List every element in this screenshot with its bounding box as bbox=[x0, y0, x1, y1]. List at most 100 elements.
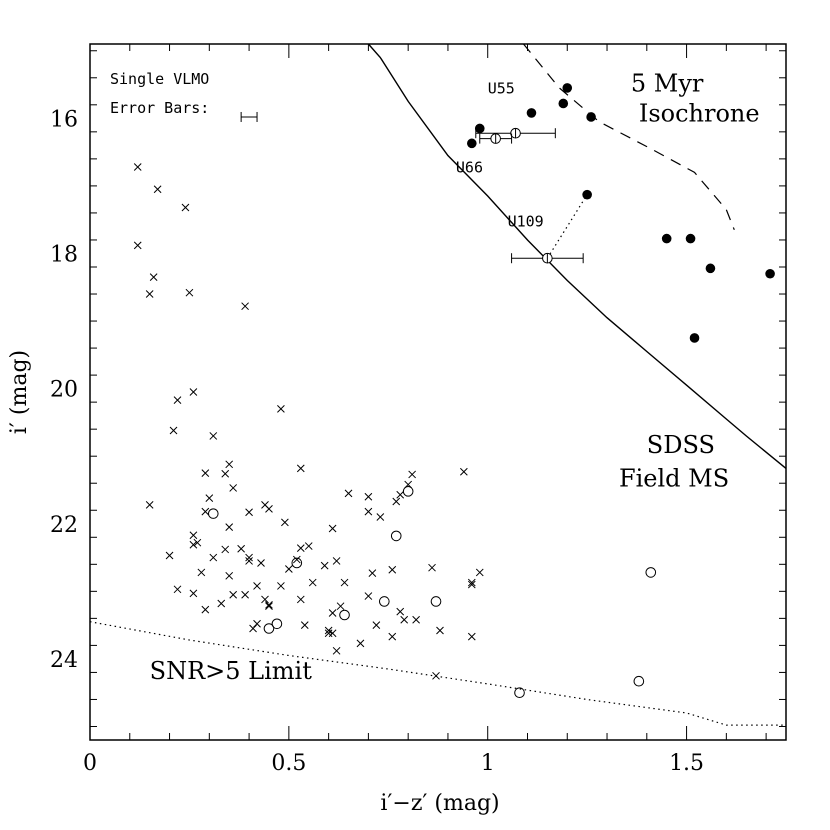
y-axis-label: i′ (mag) bbox=[7, 350, 32, 434]
cross-point bbox=[308, 578, 317, 587]
cross-point bbox=[221, 545, 230, 554]
cross-point bbox=[181, 203, 190, 212]
cross-stroke bbox=[372, 621, 381, 629]
cross-point bbox=[253, 619, 261, 628]
cross-point bbox=[225, 460, 234, 469]
annotation-sdss: SDSS bbox=[647, 431, 715, 459]
x-tick-label: 0 bbox=[83, 751, 97, 776]
cross-point bbox=[364, 592, 373, 600]
cross-point bbox=[241, 302, 249, 311]
cross-point bbox=[412, 615, 420, 624]
filled-circle-point bbox=[765, 268, 775, 279]
cross-point bbox=[292, 555, 301, 564]
cross-point bbox=[201, 605, 210, 614]
cross-stroke bbox=[221, 545, 230, 554]
cross-point bbox=[328, 524, 337, 533]
filled-circle-point bbox=[526, 108, 537, 118]
x-tick-label: 1.5 bbox=[669, 751, 704, 776]
y-tick-label: 24 bbox=[50, 648, 78, 673]
cross-stroke bbox=[173, 585, 182, 594]
cross-stroke bbox=[459, 467, 468, 476]
cross-point bbox=[209, 432, 218, 440]
cross-stroke bbox=[364, 507, 373, 516]
cross-point bbox=[173, 396, 182, 404]
cross-stroke bbox=[197, 568, 206, 577]
cross-stroke bbox=[253, 619, 261, 628]
cross-stroke bbox=[328, 629, 337, 638]
cross-point bbox=[205, 494, 214, 502]
cross-point bbox=[249, 624, 257, 633]
filled-circle-point bbox=[558, 98, 569, 109]
cross-stroke bbox=[308, 578, 317, 587]
cross-point bbox=[392, 497, 401, 506]
cross-point bbox=[169, 426, 178, 435]
cross-stroke bbox=[225, 523, 234, 531]
cross-stroke bbox=[165, 551, 174, 560]
filled-circle-point bbox=[562, 83, 573, 93]
cross-stroke bbox=[229, 484, 238, 492]
cross-point bbox=[432, 671, 440, 680]
cross-stroke bbox=[189, 388, 198, 396]
open-circle-point bbox=[430, 596, 442, 607]
cross-stroke bbox=[281, 518, 289, 527]
cross-stroke bbox=[193, 538, 202, 547]
cross-point bbox=[467, 578, 476, 587]
open-circle-point bbox=[645, 567, 657, 578]
cross-stroke bbox=[249, 624, 257, 633]
cross-point bbox=[388, 565, 397, 574]
cross-point bbox=[173, 585, 182, 594]
cross-stroke bbox=[467, 632, 476, 641]
cross-point bbox=[344, 489, 353, 498]
cross-stroke bbox=[245, 557, 253, 565]
cross-stroke bbox=[277, 582, 285, 590]
cross-point bbox=[145, 500, 154, 509]
cross-point bbox=[133, 241, 142, 250]
cross-stroke bbox=[133, 241, 142, 250]
cross-stroke bbox=[245, 553, 253, 562]
annotation-u55: U55 bbox=[488, 79, 515, 97]
cross-stroke bbox=[185, 288, 194, 297]
open-circle-point bbox=[207, 508, 219, 519]
cross-stroke bbox=[241, 590, 249, 599]
cross-point bbox=[332, 646, 341, 655]
annotation-5-myr: 5 Myr bbox=[631, 69, 704, 97]
curves-layer bbox=[89, 43, 787, 726]
cross-stroke bbox=[376, 513, 385, 521]
cross-point bbox=[209, 553, 218, 562]
filled-circle-point bbox=[467, 138, 477, 149]
cross-stroke bbox=[201, 605, 210, 614]
y-tick-label: 18 bbox=[50, 242, 78, 267]
cross-stroke bbox=[261, 595, 269, 604]
cross-stroke bbox=[428, 563, 436, 572]
cross-stroke bbox=[436, 626, 444, 635]
cross-point bbox=[225, 571, 234, 580]
open-circle-point bbox=[633, 675, 645, 687]
cross-point bbox=[201, 469, 210, 477]
cross-point bbox=[185, 288, 194, 297]
cross-stroke bbox=[285, 565, 293, 573]
cross-stroke bbox=[400, 615, 409, 624]
cross-stroke bbox=[205, 494, 214, 502]
legend-line-1: Single VLMO bbox=[110, 70, 209, 88]
errorbar-point bbox=[511, 252, 584, 264]
cross-point bbox=[396, 607, 405, 616]
cross-stroke bbox=[388, 565, 397, 574]
cross-stroke bbox=[253, 582, 261, 590]
ticks-layer bbox=[89, 44, 786, 740]
cross-stroke bbox=[189, 531, 198, 540]
cross-point bbox=[300, 621, 309, 629]
cross-point bbox=[285, 565, 293, 573]
cross-point bbox=[201, 507, 210, 516]
cross-point bbox=[281, 518, 289, 527]
cross-stroke bbox=[324, 626, 333, 635]
cross-point bbox=[324, 626, 333, 635]
filled-circle-point bbox=[661, 233, 672, 244]
cross-stroke bbox=[225, 571, 234, 580]
snr-5-limit-curve bbox=[89, 621, 786, 726]
cross-stroke bbox=[340, 578, 349, 587]
cross-stroke bbox=[296, 544, 305, 552]
cross-point bbox=[265, 505, 273, 513]
annotation-isochrone: Isochrone bbox=[639, 100, 760, 128]
cross-stroke bbox=[475, 568, 484, 577]
cross-point bbox=[396, 490, 405, 499]
